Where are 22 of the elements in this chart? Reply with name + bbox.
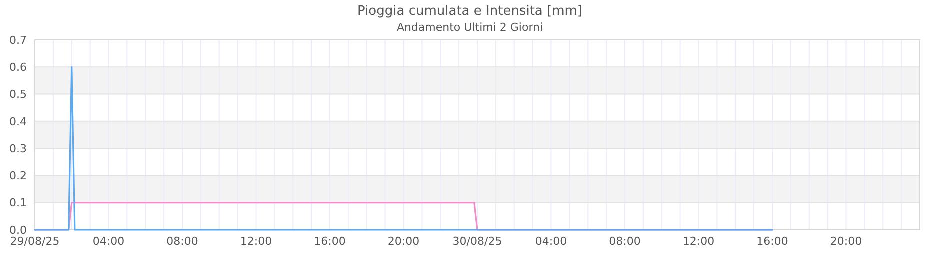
x-tick-label: 08:00	[609, 235, 641, 248]
chart-title: Pioggia cumulata e Intensita [mm]	[358, 4, 582, 19]
y-tick-label: 0.0	[10, 224, 27, 237]
chart-subtitle: Andamento Ultimi 2 Giorni	[396, 21, 544, 34]
y-tick-label: 0.5	[10, 88, 27, 102]
x-tick-label: 30/08/25	[452, 235, 502, 248]
x-tick-label: 12:00	[682, 235, 715, 248]
y-tick-label: 0.6	[10, 60, 27, 74]
x-tick-label: 04:00	[92, 235, 125, 248]
x-tick-label: 16:00	[314, 235, 346, 248]
x-tick-label: 16:00	[756, 235, 788, 248]
x-tick-label: 20:00	[830, 235, 862, 248]
y-tick-label: 0.4	[10, 115, 27, 128]
x-tick-label: 29/08/25	[10, 235, 60, 248]
y-tick-label: 0.7	[10, 34, 27, 47]
x-tick-label: 08:00	[166, 235, 198, 248]
y-tick-label: 0.1	[10, 196, 27, 210]
x-tick-label: 20:00	[388, 235, 420, 248]
y-tick-label: 0.2	[10, 170, 27, 183]
y-tick-label: 0.3	[10, 142, 27, 156]
x-tick-label: 12:00	[240, 235, 272, 248]
x-tick-label: 04:00	[535, 235, 568, 248]
